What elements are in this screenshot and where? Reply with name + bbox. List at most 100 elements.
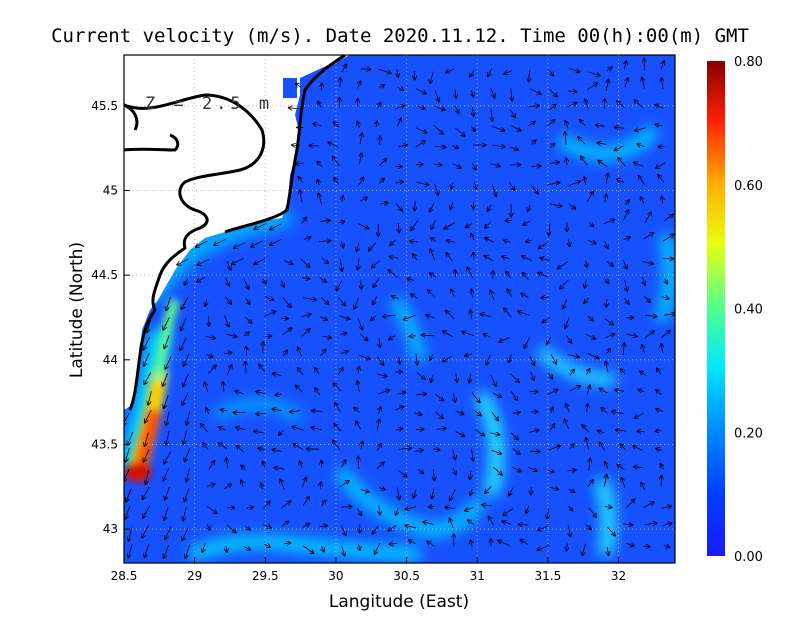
velocity-arrow — [445, 507, 455, 508]
velocity-arrow — [492, 145, 505, 147]
velocity-arrow — [618, 158, 626, 167]
velocity-arrow — [644, 523, 657, 525]
velocity-arrow — [282, 297, 291, 308]
velocity-arrow — [639, 176, 645, 186]
velocity-arrow — [379, 203, 388, 204]
velocity-arrow — [472, 163, 476, 169]
velocity-arrow — [263, 525, 271, 528]
velocity-arrow — [357, 242, 359, 252]
velocity-arrow — [383, 315, 396, 316]
velocity-arrow — [416, 372, 425, 380]
velocity-arrow — [379, 159, 386, 167]
velocity-arrow — [298, 347, 303, 357]
velocity-arrow — [165, 356, 172, 369]
velocity-arrow — [566, 335, 571, 343]
velocity-arrow — [279, 430, 284, 435]
velocity-arrow — [502, 521, 512, 524]
velocity-arrow — [143, 505, 151, 518]
velocity-arrow — [270, 238, 282, 245]
velocity-arrow — [485, 238, 494, 243]
velocity-arrow — [528, 430, 539, 433]
velocity-arrow — [251, 240, 263, 247]
velocity-arrow — [578, 137, 586, 145]
velocity-arrow — [587, 404, 588, 413]
velocity-arrow — [644, 331, 654, 339]
velocity-arrow — [293, 444, 304, 450]
velocity-arrow — [468, 520, 475, 525]
velocity-arrow — [354, 408, 361, 413]
velocity-arrow — [398, 145, 408, 147]
coastline — [124, 55, 346, 411]
velocity-arrow — [655, 431, 662, 432]
velocity-arrow — [530, 184, 538, 194]
velocity-arrow — [206, 505, 217, 513]
velocity-arrow — [321, 257, 329, 264]
velocity-arrow — [413, 489, 416, 497]
velocity-arrow — [431, 238, 437, 242]
velocity-arrow — [474, 410, 481, 416]
velocity-arrow — [637, 144, 645, 147]
velocity-arrow — [203, 443, 209, 451]
velocity-arrow — [585, 99, 589, 109]
velocity-arrow — [567, 470, 576, 471]
velocity-arrow — [492, 126, 505, 131]
velocity-arrow — [413, 254, 418, 261]
velocity-arrow — [226, 334, 236, 337]
velocity-arrow — [587, 315, 593, 321]
velocity-arrow — [623, 210, 628, 221]
velocity-arrow — [661, 297, 669, 299]
velocity-arrow — [254, 431, 264, 432]
velocity-arrow — [226, 458, 228, 469]
velocity-arrow — [549, 204, 562, 207]
velocity-arrow — [446, 68, 455, 73]
velocity-arrow — [397, 392, 406, 394]
velocity-arrow — [338, 221, 345, 223]
velocity-arrow — [300, 314, 311, 317]
velocity-arrow — [580, 120, 586, 126]
velocity-arrow — [389, 335, 396, 340]
velocity-arrow — [357, 121, 359, 128]
velocity-arrow — [275, 394, 282, 395]
velocity-arrow — [282, 328, 291, 336]
velocity-arrow — [378, 407, 380, 415]
velocity-arrow — [557, 261, 569, 269]
velocity-arrow — [272, 409, 282, 411]
y-axis: 43 43.5 44 44.5 45 45.5 — [91, 99, 130, 536]
velocity-arrow — [542, 316, 551, 322]
velocity-arrow — [434, 164, 441, 165]
velocity-arrow — [642, 261, 653, 264]
velocity-arrow — [341, 241, 343, 247]
velocity-arrow — [356, 508, 361, 515]
velocity-arrow — [372, 525, 379, 534]
velocity-arrow — [470, 470, 471, 479]
velocity-arrow — [586, 260, 587, 268]
velocity-arrow — [333, 383, 342, 392]
velocity-arrow — [462, 332, 475, 337]
velocity-arrow — [187, 411, 191, 425]
velocity-arrow — [263, 462, 266, 468]
velocity-arrow — [436, 428, 446, 429]
velocity-arrow — [624, 297, 629, 304]
velocity-arrow — [453, 393, 455, 402]
velocity-arrow — [273, 373, 282, 375]
velocity-arrow — [512, 466, 522, 471]
velocity-arrow — [430, 203, 435, 212]
velocity-arrow — [605, 194, 606, 203]
velocity-arrow — [317, 162, 323, 168]
velocity-arrow — [529, 451, 540, 452]
velocity-arrow — [567, 91, 577, 92]
velocity-arrow — [411, 219, 419, 230]
velocity-arrow — [163, 373, 168, 386]
velocity-arrow — [586, 438, 589, 450]
velocity-arrow — [606, 260, 614, 266]
velocity-arrow — [219, 427, 226, 430]
velocity-arrow — [490, 88, 495, 97]
velocity-arrow — [258, 448, 266, 450]
velocity-arrow — [597, 143, 607, 145]
velocity-arrow — [205, 298, 207, 306]
velocity-arrow — [607, 546, 608, 555]
velocity-arrow — [342, 545, 345, 556]
velocity-arrow — [510, 432, 518, 440]
velocity-arrow — [312, 411, 323, 412]
velocity-arrow — [205, 336, 216, 338]
